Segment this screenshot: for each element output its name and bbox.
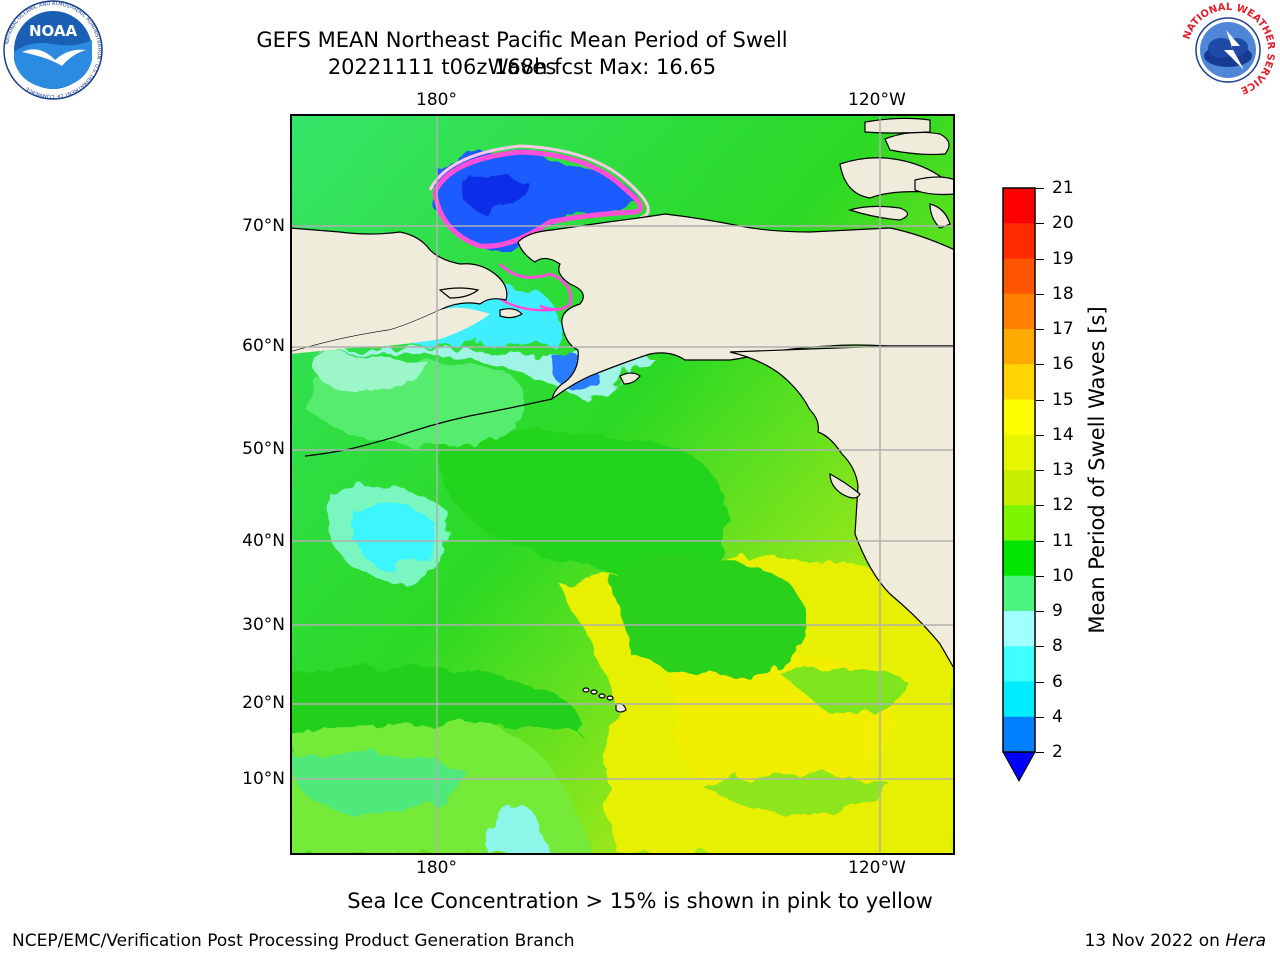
colorbar-tick-mark [1036,646,1044,648]
swell-period-map [290,114,955,855]
colorbar-segment [1003,716,1035,753]
colorbar-tick-label: 11 [1052,530,1074,551]
colorbar-tick-mark [1036,434,1044,436]
colorbar-tick-mark [1036,505,1044,507]
colorbar-tick-label: 2 [1052,742,1063,762]
colorbar-tick-mark [1036,258,1044,260]
colorbar-tick-label: 12 [1052,495,1074,516]
noaa-logo: NOAA NATIONAL OCEANIC AND ATMOSPHERIC AD… [3,0,103,100]
map-subtitle: 20221111 t06z 168h fcst Max: 16.65 [327,55,717,79]
colorbar-segment [1003,681,1035,718]
colorbar-tick-mark [1036,540,1044,542]
colorbar-segment [1003,223,1035,259]
colorbar-tick-mark [1036,223,1044,225]
lon-label-top-120w: 120°W [848,90,906,110]
colorbar-segment [1003,399,1035,436]
noaa-logo-text: NOAA [29,22,78,40]
colorbar-segment [1003,505,1035,541]
colorbar-tick-mark [1036,399,1044,401]
colorbar-tick-label: 15 [1052,389,1074,410]
lon-label-bottom-180: 180° [416,858,457,878]
colorbar-segment [1003,364,1035,400]
colorbar-tick-label: 8 [1052,636,1063,657]
swell-field [290,353,955,855]
map-title: GEFS MEAN Northeast Pacific Mean Period … [256,28,788,79]
lat-label-70n: 70°N [242,216,285,236]
colorbar-tick-mark [1036,470,1044,471]
colorbar-segment [1003,293,1035,330]
colorbar-segment [1003,646,1035,682]
colorbar-segment [1003,470,1035,506]
colorbar-tick-label: 13 [1052,460,1074,480]
missing-data-region [290,307,490,354]
footer-machine: Hera [1225,931,1266,951]
gridlines [290,114,955,855]
nws-logo: NATIONAL WEATHER SERVICE [1179,1,1277,99]
colorbar-tick-label: 21 [1052,178,1074,198]
sea-ice [428,144,650,312]
colorbar-segment [1003,258,1035,295]
colorbar-tick-mark [1036,681,1044,683]
colorbar-segment [1003,434,1035,471]
colorbar-tick-mark [1036,364,1044,366]
sea-ice-note: Sea Ice Concentration > 15% is shown in … [347,889,933,913]
lat-label-20n: 20°N [242,693,285,713]
lat-label-50n: 50°N [242,439,285,459]
colorbar-tick-label: 6 [1052,671,1063,692]
lat-label-60n: 60°N [242,336,285,356]
colorbar-segment [1003,540,1035,577]
colorbar-tick-label: 17 [1052,319,1074,339]
colorbar-tick-label: 19 [1052,248,1074,269]
colorbar-segment [1003,611,1035,647]
colorbar-tick-mark [1036,188,1044,189]
colorbar [1002,187,1036,783]
colorbar-label: Mean Period of Swell Waves [s] [1085,306,1109,634]
colorbar-tick-label: 18 [1052,283,1074,304]
footer-credit: NCEP/EMC/Verification Post Processing Pr… [12,931,575,951]
colorbar-segment [1003,329,1035,365]
aleutian-coastline [304,398,553,457]
colorbar-tick-mark [1036,716,1044,718]
lon-label-bottom-120w: 120°W [848,858,906,878]
colorbar-tick-label: 4 [1052,706,1063,727]
land [290,117,955,713]
colorbar-tick-mark [1036,329,1044,330]
colorbar-tick-label: 10 [1052,565,1074,586]
colorbar-tick-mark [1036,611,1044,612]
colorbar-tick-label: 14 [1052,424,1074,445]
colorbar-tick-label: 20 [1052,213,1074,234]
colorbar-tick-label: 9 [1052,601,1063,621]
lon-label-top-180: 180° [416,90,457,110]
colorbar-tick-mark [1036,752,1044,753]
colorbar-tick-mark [1036,293,1044,295]
colorbar-segment [1003,575,1035,612]
colorbar-extend-arrow [1002,751,1036,783]
map-frame [290,114,955,855]
lat-label-10n: 10°N [242,769,285,789]
footer-date: 13 Nov 2022 on Hera [1084,931,1266,951]
colorbar-tick-mark [1036,575,1044,577]
colorbar-tick-label: 16 [1052,354,1074,375]
colorbar-segment [1003,188,1035,224]
lat-label-30n: 30°N [242,615,285,635]
lat-label-40n: 40°N [242,531,285,551]
footer-date-text: 13 Nov 2022 on [1084,931,1226,951]
colorbar-frame [1002,187,1036,753]
